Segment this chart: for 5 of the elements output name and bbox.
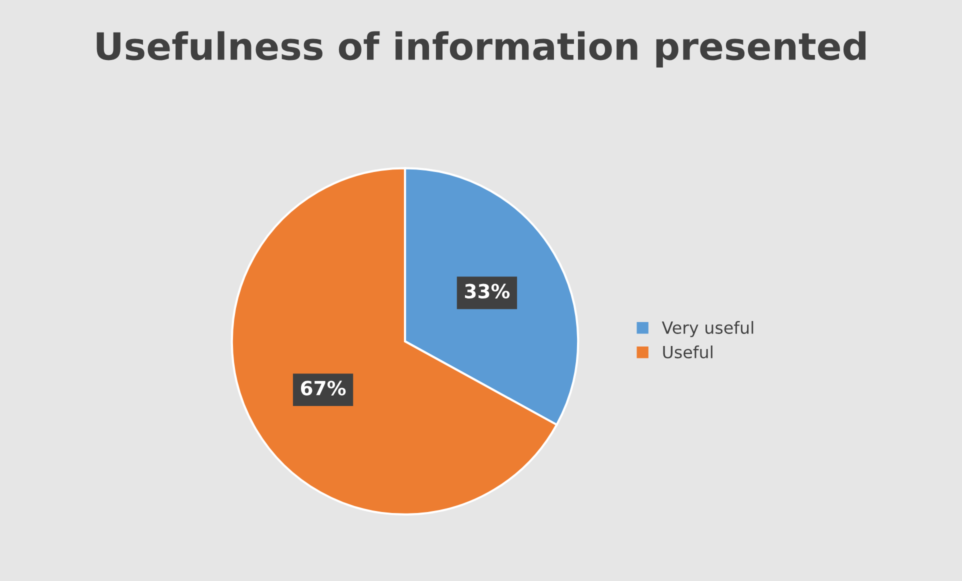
legend-label: Very useful <box>662 321 754 338</box>
legend-label: Useful <box>663 346 712 358</box>
data-label: 33% <box>464 284 510 299</box>
data-label: 67% <box>300 380 346 396</box>
chart-title: Usefulness of information presented <box>96 31 866 68</box>
